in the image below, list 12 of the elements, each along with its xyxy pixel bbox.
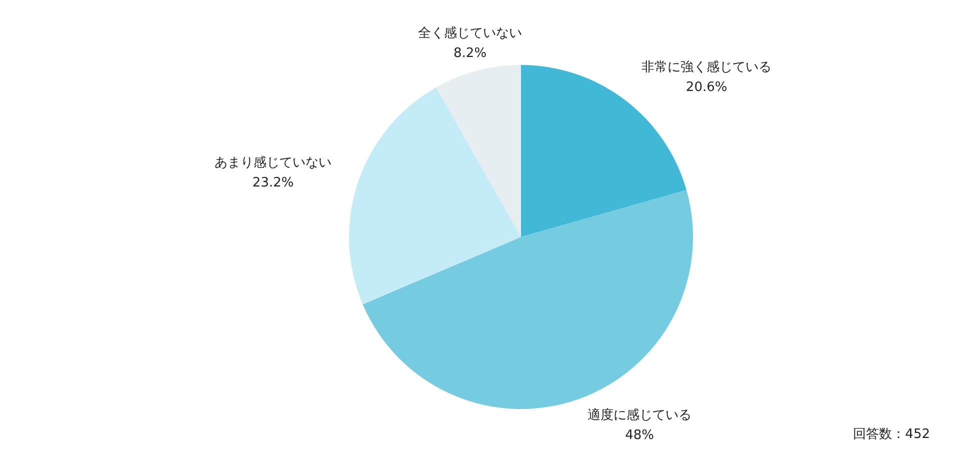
data-label: 20.6% xyxy=(686,80,728,95)
pie-slice xyxy=(362,190,693,409)
data-label: 48% xyxy=(625,428,654,444)
slice-label: 全く感じていない xyxy=(418,26,522,42)
pie-slice xyxy=(436,65,521,237)
data-label: 8.2% xyxy=(454,46,487,62)
slice-label: あまり感じていない xyxy=(214,155,332,170)
pie-slice xyxy=(349,87,521,304)
slice-label: 適度に感じている xyxy=(588,407,692,424)
data-label: 23.2% xyxy=(252,175,294,190)
text: 回答数：452 xyxy=(853,426,930,443)
slice-label: 非常に強く感じている xyxy=(642,60,772,75)
